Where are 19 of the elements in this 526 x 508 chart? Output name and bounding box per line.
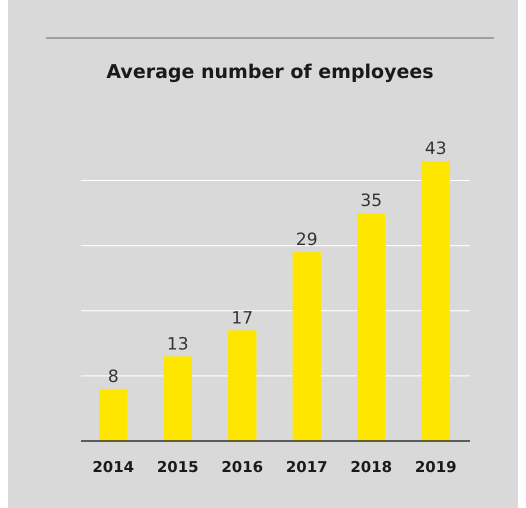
bar — [228, 330, 256, 441]
x-tick-label: 2014 — [92, 458, 134, 476]
data-label: 8 — [108, 366, 119, 387]
bar — [422, 161, 450, 441]
bar — [357, 213, 386, 441]
data-label: 35 — [360, 191, 382, 212]
x-tick-label: 2016 — [221, 458, 264, 476]
chart-title: Average number of employees — [106, 61, 434, 83]
bar — [99, 388, 128, 441]
bar — [164, 356, 192, 441]
bar — [292, 252, 321, 441]
data-label: 43 — [424, 139, 447, 159]
x-tick-label: 2017 — [286, 458, 328, 476]
data-label: 29 — [296, 230, 318, 250]
data-label: 13 — [166, 334, 189, 354]
data-label: 17 — [231, 308, 254, 328]
x-tick-label: 2015 — [156, 458, 199, 476]
x-tick-label: 2019 — [414, 458, 457, 476]
x-tick-label: 2018 — [350, 458, 392, 476]
